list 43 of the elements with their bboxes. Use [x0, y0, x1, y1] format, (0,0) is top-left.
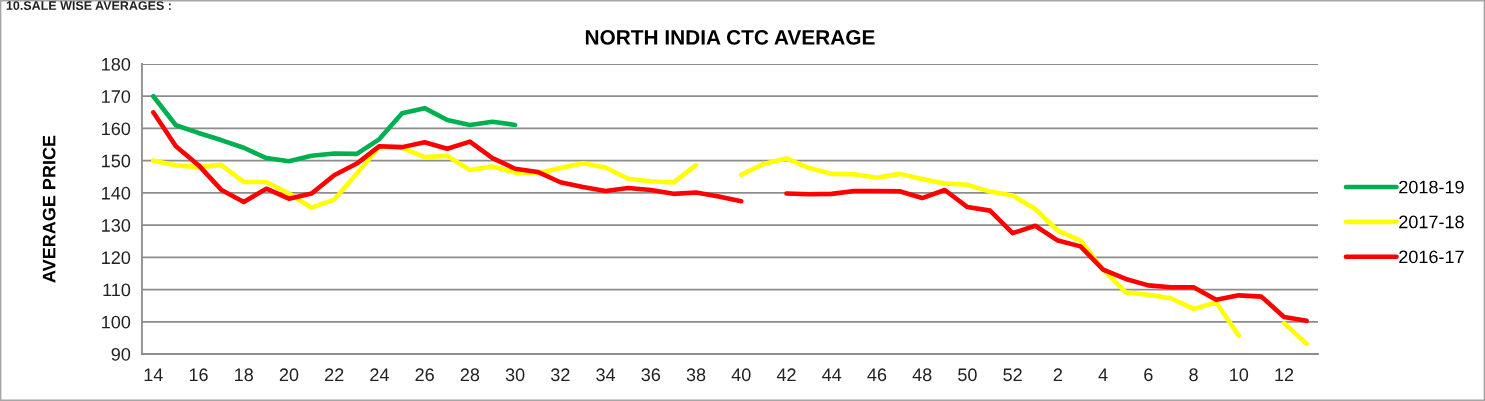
- x-tick-label: 32: [550, 368, 570, 382]
- x-tick-label: 24: [370, 368, 389, 381]
- x-tick-label: 40: [731, 368, 751, 382]
- x-tick-label: 44: [822, 368, 842, 381]
- x-tick-label: 8: [1189, 368, 1198, 382]
- x-tick-label: 4: [1098, 368, 1108, 381]
- x-tick-label: 20: [279, 368, 299, 382]
- line-series: [150, 93, 518, 164]
- x-tick-label: 34: [596, 368, 616, 382]
- x-tick-label: 28: [460, 368, 480, 382]
- legend-label: 2016-17: [1399, 250, 1464, 264]
- x-tick-label: 36: [641, 368, 661, 382]
- y-axis-title: AVERAGE PRICE: [42, 135, 56, 283]
- x-tick-label: 22: [325, 368, 344, 381]
- x-tick-label: 52: [1003, 368, 1022, 382]
- x-tick-label: 30: [505, 368, 525, 382]
- x-tick-label: 12: [1275, 368, 1294, 381]
- x-tick-label: 2: [1053, 368, 1062, 381]
- y-tick-label: 100: [102, 315, 131, 329]
- y-tick-label: 170: [102, 90, 131, 103]
- y-tick-label: 150: [102, 154, 131, 168]
- x-tick-label: 46: [867, 368, 887, 382]
- y-tick-label: 130: [102, 219, 131, 232]
- legend-label: 2018-19: [1399, 180, 1464, 194]
- x-tick-label: 48: [912, 368, 932, 382]
- x-tick-label: 42: [776, 368, 796, 381]
- y-tick-label: 120: [102, 251, 131, 265]
- x-tick-label: 26: [415, 368, 434, 382]
- x-tick-label: 38: [686, 368, 706, 382]
- x-tick-label: 6: [1144, 368, 1153, 382]
- x-tick-label: 14: [144, 368, 163, 381]
- y-tick-label: 160: [102, 122, 131, 136]
- y-tick-label: 140: [102, 186, 131, 200]
- x-tick-label: 18: [235, 368, 253, 382]
- x-tick-label: 16: [189, 368, 208, 382]
- y-tick-label: 90: [111, 347, 131, 361]
- text: 10.SALE WISE AVERAGES :: [6, 1, 171, 10]
- x-tick-label: 50: [958, 368, 977, 382]
- y-tick-label: 180: [102, 57, 131, 71]
- x-tick-label: 10: [1230, 368, 1249, 382]
- chart-title: NORTH INDIA CTC AVERAGE: [585, 30, 875, 45]
- legend-label: 2017-18: [1399, 215, 1464, 229]
- y-tick-label: 110: [103, 283, 131, 297]
